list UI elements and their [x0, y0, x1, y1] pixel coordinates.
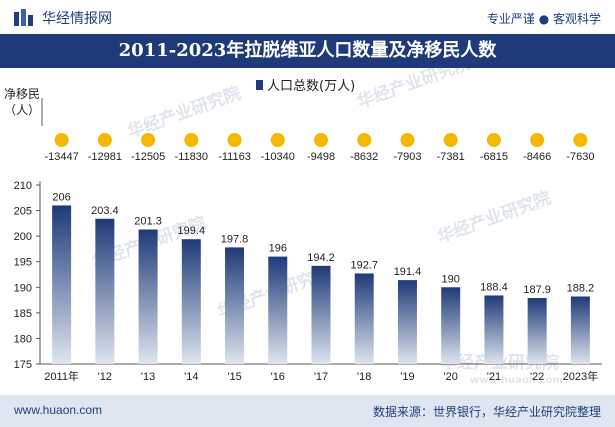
population-value-label: 199.4	[178, 225, 206, 237]
migration-value-label: -7381	[437, 151, 465, 163]
migration-dot	[530, 133, 545, 147]
migration-value-label: -8632	[350, 151, 378, 163]
legend-label: 人口总数(万人)	[267, 79, 355, 94]
migration-value-label: -12505	[131, 151, 165, 163]
migration-dot	[270, 133, 285, 147]
population-bar	[52, 205, 72, 364]
net-migration-unit: （人）	[4, 103, 40, 117]
population-value-label: 192.7	[350, 259, 378, 271]
y-tick-label: 190	[14, 282, 32, 294]
population-bar	[138, 229, 158, 364]
population-bar	[354, 273, 374, 364]
migration-dot	[573, 133, 588, 147]
watermark: 华经产业研究院	[355, 68, 474, 113]
migration-value-label: -6815	[480, 151, 508, 163]
x-tick-label: '20	[444, 371, 458, 383]
population-value-label: 187.9	[523, 284, 551, 296]
migration-value-label: -11163	[218, 151, 251, 163]
x-tick-label: '14	[184, 371, 198, 383]
population-bar	[225, 247, 245, 364]
y-tick-label: 205	[14, 206, 32, 218]
migration-dot	[400, 133, 415, 147]
migration-value-label: -13447	[44, 151, 78, 163]
population-bar	[441, 287, 461, 364]
population-value-label: 188.2	[567, 282, 595, 294]
migration-value-label: -8466	[523, 151, 551, 163]
migration-dot	[443, 133, 458, 147]
x-tick-label: '13	[141, 371, 155, 383]
migration-dot	[357, 133, 372, 147]
x-tick-label: 2011年	[44, 369, 79, 383]
x-tick-label: 2023年	[563, 369, 598, 383]
population-value-label: 194.2	[307, 252, 335, 264]
y-tick-label: 210	[14, 180, 32, 192]
y-tick-label: 195	[14, 257, 32, 269]
population-value-label: 190	[442, 273, 460, 285]
logo-icon	[14, 9, 33, 26]
watermark: 华经产业研究院	[125, 82, 244, 142]
migration-dot	[227, 133, 242, 147]
x-tick-label: '17	[314, 371, 328, 383]
watermark: www.huaon.com	[470, 375, 563, 386]
population-value-label: 191.4	[394, 266, 422, 278]
footer: www.huaon.com 数据来源：世界银行，华经产业研究院整理	[0, 395, 615, 427]
population-bar	[570, 296, 590, 364]
migration-value-label: -11830	[175, 151, 208, 163]
net-migration-label: 净移民	[4, 87, 40, 101]
title-bar: 2011-2023年拉脱维亚人口数量及净移民人数	[0, 34, 615, 68]
y-tick-label: 180	[14, 333, 32, 345]
migration-dot	[141, 133, 156, 147]
population-bar	[311, 265, 331, 364]
migration-dot	[54, 133, 69, 147]
population-bar	[397, 280, 417, 364]
x-tick-label: '22	[530, 371, 544, 383]
population-value-label: 203.4	[91, 205, 119, 217]
watermark: 华经产业研究院	[435, 187, 554, 247]
brand[interactable]: 华经情报网	[14, 8, 112, 28]
population-value-label: 196	[269, 243, 287, 255]
top-bar: 华经情报网 专业严谨 ● 客观科学	[0, 0, 615, 34]
x-tick-label: '18	[357, 371, 371, 383]
legend-swatch	[256, 80, 263, 90]
x-tick-label: '21	[487, 371, 501, 383]
population-value-label: 201.3	[134, 215, 162, 227]
x-tick-label: '15	[227, 371, 241, 383]
chart: 华经产业研究院华经产业研究院华经产业研究院华经产业研究院华经产业研究院华经产业研…	[4, 68, 602, 386]
y-tick-label: 185	[14, 308, 32, 320]
x-tick-label: '19	[400, 371, 414, 383]
y-tick-label: 200	[14, 231, 32, 243]
migration-dot	[486, 133, 501, 147]
website-link[interactable]: www.huaon.com	[14, 403, 103, 417]
population-value-label: 188.4	[480, 281, 508, 293]
population-value-label: 206	[52, 191, 70, 203]
tagline: 专业严谨 ● 客观科学	[486, 12, 601, 26]
population-bar	[181, 239, 201, 364]
data-source: 数据来源：世界银行，华经产业研究院整理	[372, 405, 601, 419]
migration-value-label: -10340	[261, 151, 295, 163]
migration-value-label: -7903	[393, 151, 421, 163]
migration-dot	[97, 133, 112, 147]
chart-title: 2011-2023年拉脱维亚人口数量及净移民人数	[118, 40, 497, 61]
migration-value-label: -9498	[307, 151, 335, 163]
population-bar	[95, 218, 115, 364]
population-value-label: 197.8	[221, 233, 249, 245]
x-tick-label: '12	[98, 371, 112, 383]
population-bar	[484, 295, 504, 364]
y-tick-label: 175	[14, 359, 32, 371]
x-tick-label: '16	[271, 371, 285, 383]
brand-name: 华经情报网	[42, 11, 112, 27]
population-bar	[268, 256, 288, 364]
migration-value-label: -7630	[566, 151, 594, 163]
migration-value-label: -12981	[88, 151, 122, 163]
migration-dot	[314, 133, 328, 147]
migration-dot	[184, 133, 199, 147]
population-bar	[527, 298, 547, 364]
